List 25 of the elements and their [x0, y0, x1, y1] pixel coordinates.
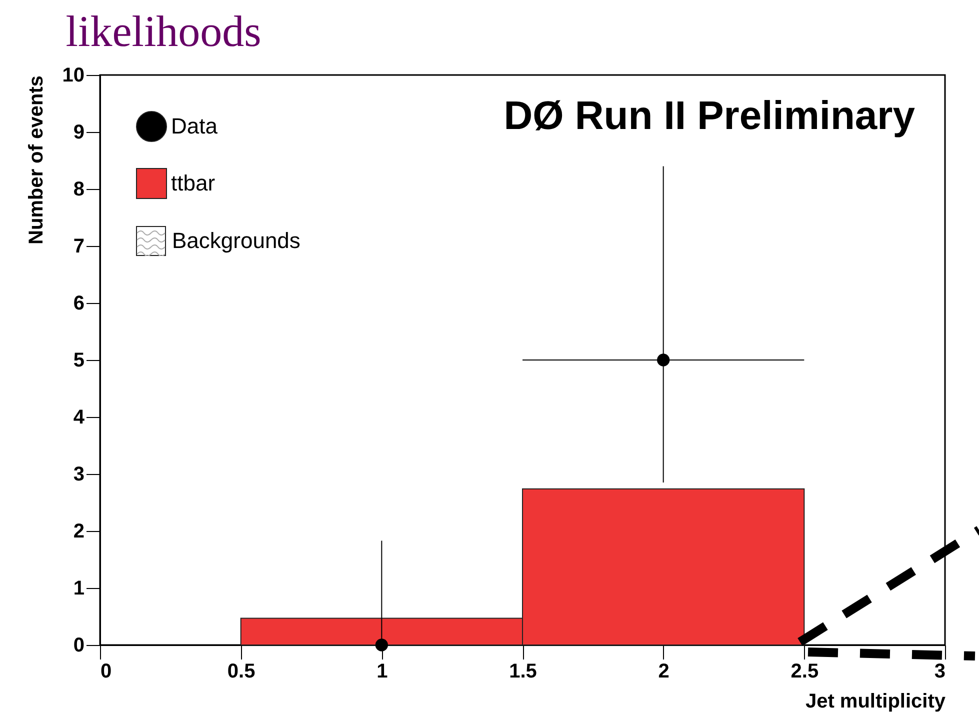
- x-tick-label: 1: [376, 660, 388, 682]
- legend-label: ttbar: [171, 170, 216, 196]
- legend-label: Data: [171, 114, 218, 138]
- y-tick-label: 4: [73, 406, 86, 428]
- y-tick-label: 9: [73, 122, 84, 144]
- x-tick-label: 0.5: [227, 660, 256, 682]
- annotation: DØ Run II Preliminary: [504, 94, 916, 138]
- y-tick-label: 8: [73, 178, 84, 200]
- y-axis-title: Number of events: [25, 76, 48, 244]
- y-tick-label: 3: [73, 464, 84, 486]
- annotation: Backgrounds: [172, 228, 300, 254]
- y-tick-label: 2: [73, 520, 84, 542]
- x-axis-title: Jet multiplicity: [805, 690, 946, 712]
- y-tick-label: 10: [62, 64, 84, 86]
- x-tick-label: 3: [934, 660, 946, 682]
- y-tick-label: 7: [73, 236, 84, 258]
- y-tick-label: 0: [73, 634, 84, 656]
- y-tick-label: 1: [73, 578, 84, 600]
- x-tick-label: 0: [100, 660, 112, 682]
- y-tick-label: 5: [73, 350, 84, 372]
- x-tick-label: 2.5: [790, 660, 819, 682]
- y-tick-label: 6: [73, 292, 84, 314]
- x-tick-label: 2: [658, 660, 670, 682]
- x-tick-label: 1.5: [509, 660, 537, 682]
- chart-title: likelihoods: [66, 7, 262, 56]
